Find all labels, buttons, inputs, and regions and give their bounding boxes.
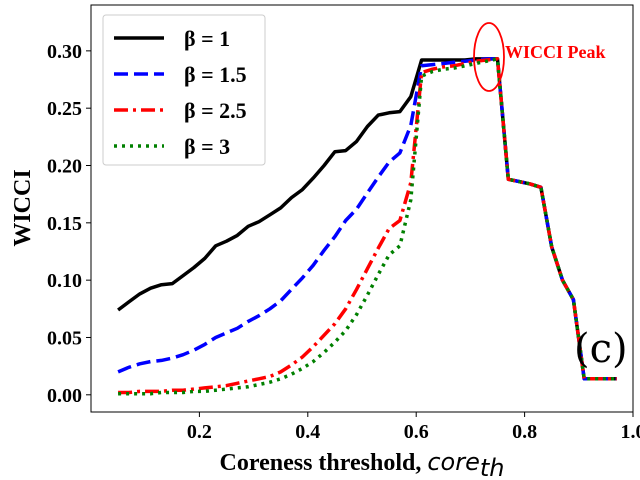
x-tick-label: 0.4 (295, 421, 320, 443)
legend-label-3: β = 2.5 (184, 98, 247, 123)
legend-label-1: β = 1 (184, 26, 230, 51)
y-tick-label: 0.05 (47, 327, 82, 349)
y-tick-label: 0.15 (47, 213, 82, 235)
y-tick-label: 0.30 (47, 41, 82, 63)
x-axis-label-core: core (427, 448, 480, 476)
peak-annotation: WICCI Peak (505, 42, 606, 62)
x-tick-label: 0.6 (404, 421, 429, 443)
x-axis-label: Coreness threshold, coreth (220, 448, 505, 480)
x-axis-label-text: Coreness threshold, (220, 450, 428, 476)
legend-box (102, 14, 266, 166)
y-axis-label: WICCI (10, 169, 36, 246)
series-layer (117, 57, 617, 396)
series-line-3 (118, 57, 617, 395)
y-tick-label: 0.20 (47, 156, 82, 178)
peak-ellipse (473, 22, 505, 92)
plot-frame (90, 4, 634, 413)
x-tick-label: 0.8 (512, 421, 537, 443)
x-tick-label: 1.0 (621, 421, 640, 443)
y-tick-label: 0.10 (47, 270, 82, 292)
x-axis-label-th: th (480, 454, 505, 480)
legend-label-2: β = 1.5 (184, 62, 247, 87)
legend: β = 1 β = 1.5 β = 2.5 β = 3 (102, 14, 266, 166)
y-tick-label: 0.25 (47, 98, 82, 120)
legend-entries: β = 1 β = 1.5 β = 2.5 β = 3 (114, 26, 247, 159)
axis-ticks: 0.2 0.4 0.6 0.8 1.0 0.00 0.05 0.10 0.15 0.20 0.25 0… (47, 41, 640, 443)
legend-label-4: β = 3 (184, 134, 230, 159)
x-tick-label: 0.2 (187, 421, 212, 443)
panel-label: (c) (574, 326, 628, 372)
y-tick-label: 0.00 (47, 385, 82, 407)
